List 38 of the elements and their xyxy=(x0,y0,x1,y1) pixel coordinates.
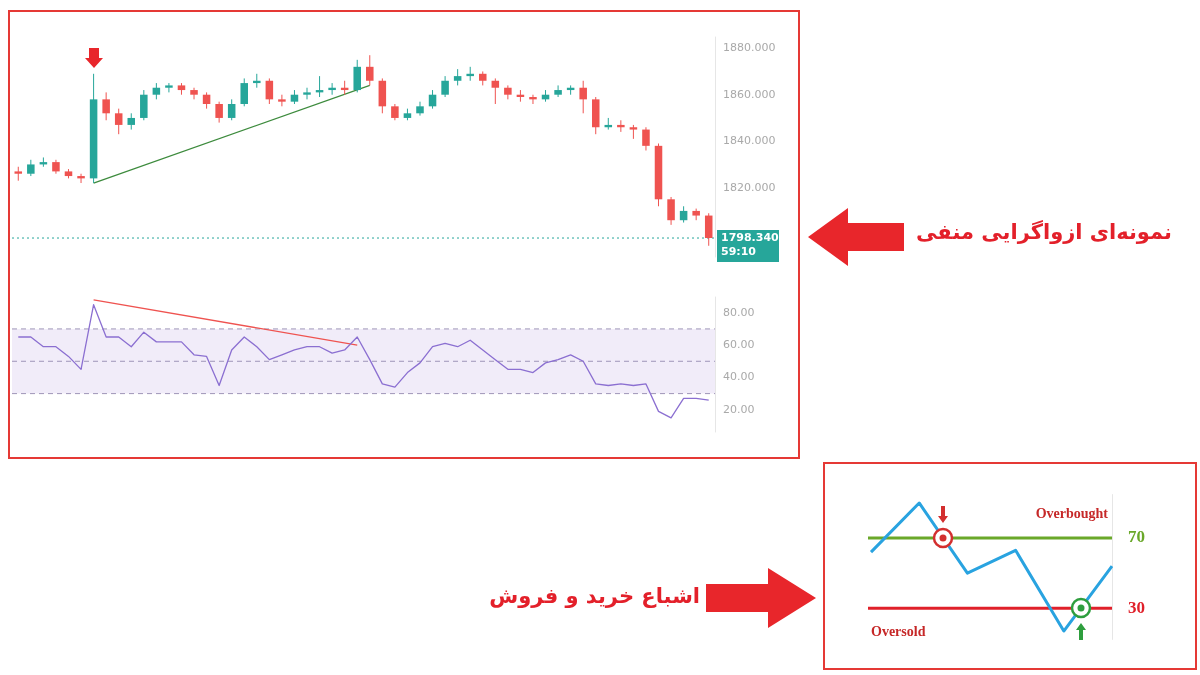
candlestick xyxy=(190,87,198,100)
candlestick xyxy=(642,126,650,151)
candlestick xyxy=(554,84,562,98)
candlestick xyxy=(265,77,274,105)
candlestick xyxy=(441,75,449,98)
candlestick xyxy=(227,98,236,121)
candlestick xyxy=(504,84,512,100)
annotation: Overbought xyxy=(1035,505,1109,521)
candlestick xyxy=(102,91,110,121)
text: نمونه‌ای ازواگرایی منفی xyxy=(916,220,1172,244)
candlestick xyxy=(278,94,286,107)
candlestick xyxy=(114,108,123,135)
y-tick-label: 1860.000 xyxy=(723,87,776,101)
ref-line-label: 1798.340 xyxy=(721,230,780,244)
y-tick-label: 1880.000 xyxy=(723,41,776,55)
candlestick xyxy=(579,80,587,114)
candlestick xyxy=(491,77,500,105)
candlestick xyxy=(667,196,675,226)
candlestick xyxy=(303,87,311,100)
y-tick-label: 20.00 xyxy=(723,402,755,416)
candlestick xyxy=(353,59,361,93)
candlestick xyxy=(165,82,173,93)
text: اشباع خرید و فروش xyxy=(489,584,700,608)
candlestick xyxy=(240,77,249,107)
y-tick-label: 1820.000 xyxy=(723,180,776,194)
candlestick xyxy=(704,212,713,247)
candlestick xyxy=(140,89,148,121)
text: 59:10 xyxy=(721,244,757,258)
y-tick-label: 80.00 xyxy=(723,305,755,319)
y-tick-label: 30 xyxy=(1128,597,1145,617)
annotation: Oversold xyxy=(871,623,926,639)
y-tick-label: 40.00 xyxy=(723,370,755,384)
candlestick xyxy=(366,54,374,86)
y-tick-label: 1840.000 xyxy=(723,134,776,148)
candlestick xyxy=(215,101,223,124)
y-tick-label: 60.00 xyxy=(723,337,755,351)
y-tick-label: 70 xyxy=(1128,527,1145,547)
candlestick xyxy=(416,101,424,117)
